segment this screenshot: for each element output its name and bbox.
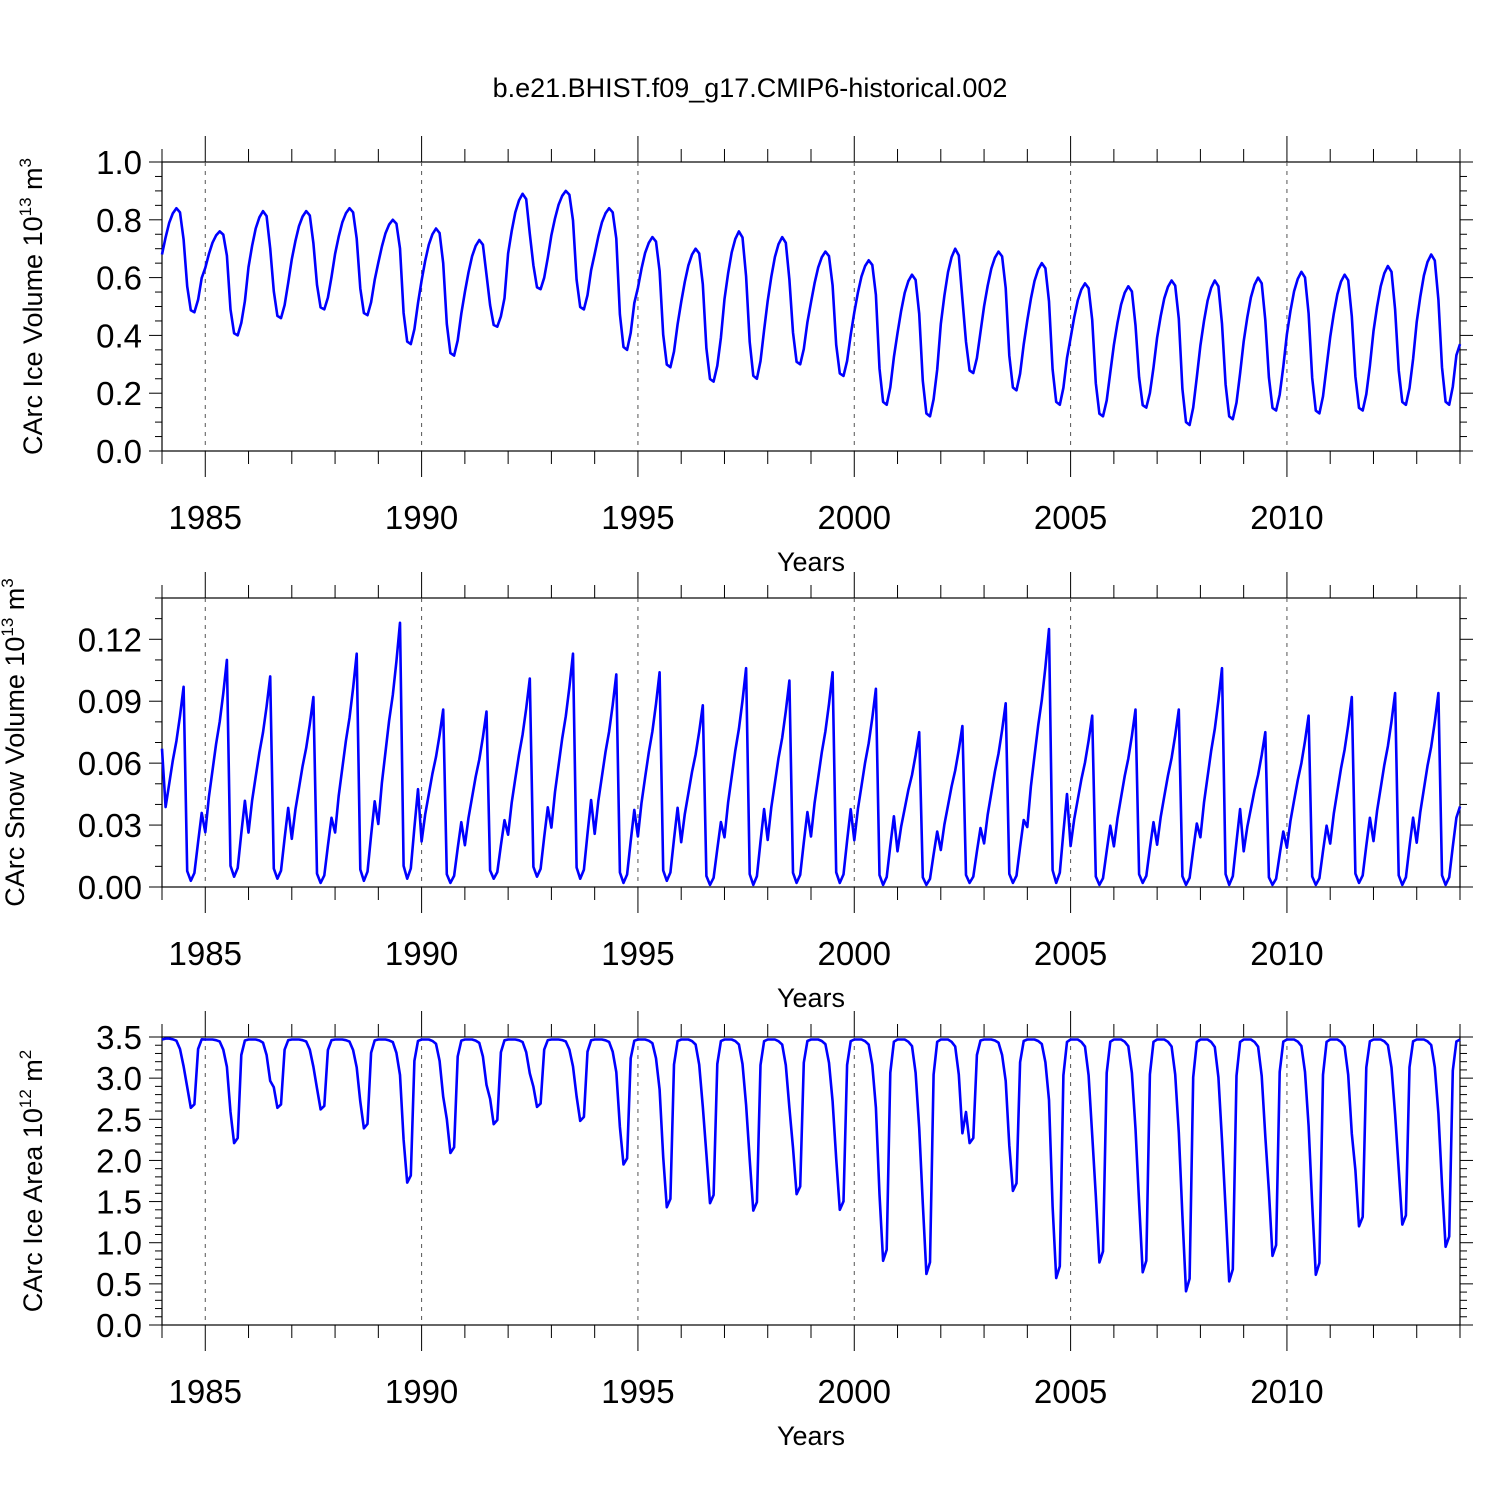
panel-3: 1985 1990 1995 2000 2005 2010 Years 0.0 0.5 1.0 1.… [16, 1011, 1473, 1451]
y-tick-label: 0.8 [96, 202, 142, 239]
x-axis-title: Years [777, 983, 845, 1013]
x-tick-label: 2000 [818, 1373, 891, 1410]
x-tick-label: 2010 [1250, 935, 1323, 972]
x-tick-label: 1990 [385, 935, 458, 972]
y-tick-label: 3.5 [96, 1019, 142, 1056]
y-axis-title: CArc Ice Volume 1013 m3 [16, 158, 48, 455]
y-tick-label: 0.03 [78, 807, 142, 844]
x-tick-label: 2005 [1034, 1373, 1107, 1410]
x-tick-label: 2000 [818, 499, 891, 536]
x-tick-label: 2010 [1250, 1373, 1323, 1410]
x-tick-label: 2010 [1250, 499, 1323, 536]
panel-1: 1985 1990 1995 2000 2005 2010 Years 0.0 0.2 0.4 0.… [16, 136, 1473, 577]
y-tick-label: 0.4 [96, 317, 142, 354]
x-axis-title: Years [777, 1421, 845, 1451]
series-line [160, 189, 1462, 427]
x-tick-label: 1990 [385, 499, 458, 536]
x-tick-label: 1985 [169, 1373, 242, 1410]
x-tick-label: 2005 [1034, 499, 1107, 536]
x-tick-label: 2005 [1034, 935, 1107, 972]
y-tick-label: 0.12 [78, 621, 142, 658]
y-tick-label: 3.0 [96, 1060, 142, 1097]
y-tick-label: 0.5 [96, 1266, 142, 1303]
y-tick-label: 1.0 [96, 1225, 142, 1262]
y-axis-title: CArc Ice Area 1012 m2 [16, 1050, 48, 1313]
x-tick-label: 1985 [169, 935, 242, 972]
plot-frame [161, 1036, 1461, 1326]
x-tick-label: 1990 [385, 1373, 458, 1410]
series-line [161, 1037, 1461, 1293]
y-tick-label: 2.5 [96, 1101, 142, 1138]
panel-2: 1985 1990 1995 2000 2005 2010 Years 0.00 0.03 0.0… [0, 572, 1473, 1013]
x-tick-label: 1995 [601, 499, 674, 536]
y-tick-label: 0.00 [78, 869, 142, 906]
y-tick-label: 0.06 [78, 745, 142, 782]
y-tick-label: 0.6 [96, 260, 142, 297]
x-axis-title: Years [777, 547, 845, 577]
series-line [160, 621, 1462, 887]
y-axis-title: CArc Snow Volume 1013 m3 [0, 578, 30, 907]
y-tick-label: 1.5 [96, 1184, 142, 1221]
x-tick-label: 1995 [601, 1373, 674, 1410]
y-tick-label: 0.09 [78, 683, 142, 720]
y-tick-label: 0.2 [96, 375, 142, 412]
x-tick-label: 1995 [601, 935, 674, 972]
figure-title: b.e21.BHIST.f09_g17.CMIP6-historical.002 [493, 73, 1008, 103]
x-tick-label: 2000 [818, 935, 891, 972]
y-tick-label: 1.0 [96, 144, 142, 181]
y-tick-label: 0.0 [96, 1307, 142, 1344]
x-tick-label: 1985 [169, 499, 242, 536]
y-tick-label: 2.0 [96, 1142, 142, 1179]
y-tick-label: 0.0 [96, 433, 142, 470]
